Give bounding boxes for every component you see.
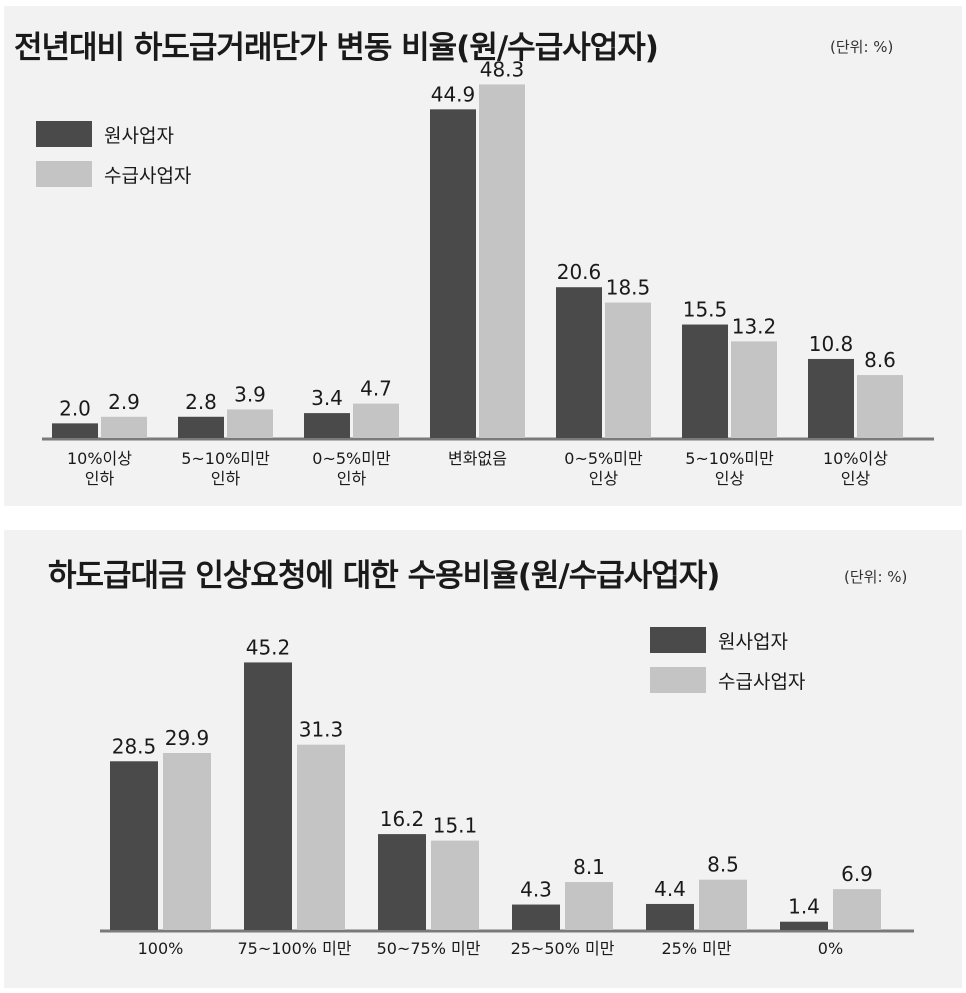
category-label-2-5: 0% bbox=[818, 939, 843, 958]
chart-panel-2: 하도급대금 인상요청에 대한 수용비율(원/수급사업자) (단위: %) 원사업… bbox=[4, 530, 962, 988]
value-label-1-s0-c5: 15.5 bbox=[683, 298, 728, 322]
unit-label-1: (단위: %) bbox=[830, 38, 894, 56]
legend-label-sugup-2: 수급사업자 bbox=[718, 670, 806, 693]
legend-item-won-2: 원사업자 bbox=[650, 620, 805, 660]
bar-2-s1-c0 bbox=[163, 752, 211, 930]
bar-2-s0-c3 bbox=[512, 904, 560, 930]
bar-1-s0-c6 bbox=[808, 358, 854, 438]
legend-1: 원사업자 수급사업자 bbox=[36, 114, 191, 194]
bar-1-s0-c1 bbox=[178, 416, 224, 438]
chart-panel-1: 전년대비 하도급거래단가 변동 비율(원/수급사업자) (단위: %) 원사업자… bbox=[4, 6, 962, 506]
chart-title-1: 전년대비 하도급거래단가 변동 비율(원/수급사업자) bbox=[14, 30, 659, 66]
category-label-2-3: 25~50% 미만 bbox=[511, 939, 615, 958]
legend-swatch-won-2 bbox=[650, 627, 706, 653]
bar-2-s0-c1 bbox=[244, 662, 292, 930]
bar-2-s0-c2 bbox=[378, 834, 426, 930]
category-label-1-2: 0~5%미만 인하 bbox=[312, 449, 391, 488]
legend-item-sugup: 수급사업자 bbox=[36, 154, 191, 194]
value-label-2-s1-c1: 31.3 bbox=[299, 718, 344, 742]
category-label-2-1: 75~100% 미만 bbox=[237, 939, 351, 958]
bar-2-s1-c5 bbox=[833, 889, 881, 930]
legend-label-won-2: 원사업자 bbox=[718, 630, 788, 653]
chart-title-2: 하도급대금 인상요청에 대한 수용비율(원/수급사업자) bbox=[48, 558, 720, 594]
bar-1-s1-c0 bbox=[101, 416, 147, 438]
bar-1-s1-c2 bbox=[353, 403, 399, 438]
value-label-2-s1-c3: 8.1 bbox=[573, 855, 605, 879]
bar-1-s0-c3 bbox=[430, 109, 476, 438]
category-label-1-0: 10%이상 인하 bbox=[67, 449, 132, 488]
legend-2: 원사업자 수급사업자 bbox=[650, 620, 805, 700]
value-label-1-s0-c2: 3.4 bbox=[311, 386, 343, 410]
bar-1-s0-c0 bbox=[52, 423, 98, 438]
bar-1-s0-c2 bbox=[304, 413, 350, 438]
legend-label-sugup: 수급사업자 bbox=[104, 164, 192, 187]
bar-1-s1-c6 bbox=[857, 375, 903, 438]
value-label-2-s1-c4: 8.5 bbox=[707, 853, 739, 877]
value-label-1-s0-c6: 10.8 bbox=[809, 332, 854, 356]
legend-swatch-sugup bbox=[36, 161, 92, 187]
value-label-1-s1-c5: 13.2 bbox=[732, 314, 777, 338]
bar-1-s1-c3 bbox=[479, 84, 525, 438]
category-label-1-1: 5~10%미만 인하 bbox=[181, 449, 270, 488]
value-label-2-s0-c2: 16.2 bbox=[380, 807, 425, 831]
value-label-2-s1-c2: 15.1 bbox=[433, 814, 478, 838]
value-label-1-s1-c4: 18.5 bbox=[606, 276, 651, 300]
value-label-1-s1-c3: 48.3 bbox=[480, 57, 525, 81]
bar-1-s1-c1 bbox=[227, 409, 273, 438]
bar-2-s0-c4 bbox=[646, 903, 694, 930]
bar-1-s0-c5 bbox=[682, 324, 728, 438]
value-label-1-s0-c4: 20.6 bbox=[557, 260, 602, 284]
bar-2-s0-c5 bbox=[780, 921, 828, 930]
bar-1-s1-c5 bbox=[731, 341, 777, 438]
bar-2-s1-c4 bbox=[699, 879, 747, 930]
value-label-1-s1-c6: 8.6 bbox=[864, 348, 896, 372]
value-label-2-s0-c4: 4.4 bbox=[654, 877, 686, 901]
category-label-2-0: 100% bbox=[138, 939, 184, 958]
value-label-2-s0-c1: 45.2 bbox=[246, 635, 291, 659]
category-label-1-6: 10%이상 인상 bbox=[823, 449, 888, 488]
value-label-1-s0-c3: 44.9 bbox=[431, 82, 476, 106]
value-label-1-s0-c0: 2.0 bbox=[59, 396, 91, 420]
legend-item-sugup-2: 수급사업자 bbox=[650, 660, 805, 700]
legend-label-won: 원사업자 bbox=[104, 124, 174, 147]
value-label-2-s1-c0: 29.9 bbox=[165, 726, 210, 750]
unit-label-2: (단위: %) bbox=[844, 568, 908, 586]
category-label-1-3: 변화없음 bbox=[448, 449, 507, 468]
value-label-2-s0-c5: 1.4 bbox=[788, 895, 820, 919]
bar-2-s1-c2 bbox=[431, 840, 479, 930]
bar-1-s0-c4 bbox=[556, 287, 602, 438]
category-label-2-4: 25% 미만 bbox=[661, 939, 731, 958]
value-label-2-s0-c3: 4.3 bbox=[520, 878, 552, 902]
bar-2-s1-c3 bbox=[565, 882, 613, 930]
value-label-1-s1-c0: 2.9 bbox=[108, 390, 140, 414]
legend-item-won: 원사업자 bbox=[36, 114, 191, 154]
category-label-2-2: 50~75% 미만 bbox=[377, 939, 481, 958]
category-label-1-4: 0~5%미만 인상 bbox=[564, 449, 643, 488]
value-label-2-s0-c0: 28.5 bbox=[112, 734, 157, 758]
legend-swatch-sugup-2 bbox=[650, 667, 706, 693]
bar-1-s1-c4 bbox=[605, 302, 651, 438]
legend-swatch-won bbox=[36, 121, 92, 147]
bar-chart-1: 2.0 2.9 10%이상 인하 2.8 3.9 5~10%미만 인하 3.4 4.7 0~5%미만… bbox=[42, 57, 934, 488]
bar-2-s1-c1 bbox=[297, 744, 345, 930]
value-label-2-s1-c5: 6.9 bbox=[841, 862, 873, 886]
category-label-1-5: 5~10%미만 인상 bbox=[685, 449, 774, 488]
value-label-1-s1-c2: 4.7 bbox=[360, 377, 392, 401]
value-label-1-s0-c1: 2.8 bbox=[185, 390, 217, 414]
bar-2-s0-c0 bbox=[110, 761, 158, 930]
value-label-1-s1-c1: 3.9 bbox=[234, 382, 266, 406]
bar-chart-2: 28.5 29.9 100% 45.2 31.3 75~100% 미만 16.2 15.1 50… bbox=[100, 635, 914, 958]
